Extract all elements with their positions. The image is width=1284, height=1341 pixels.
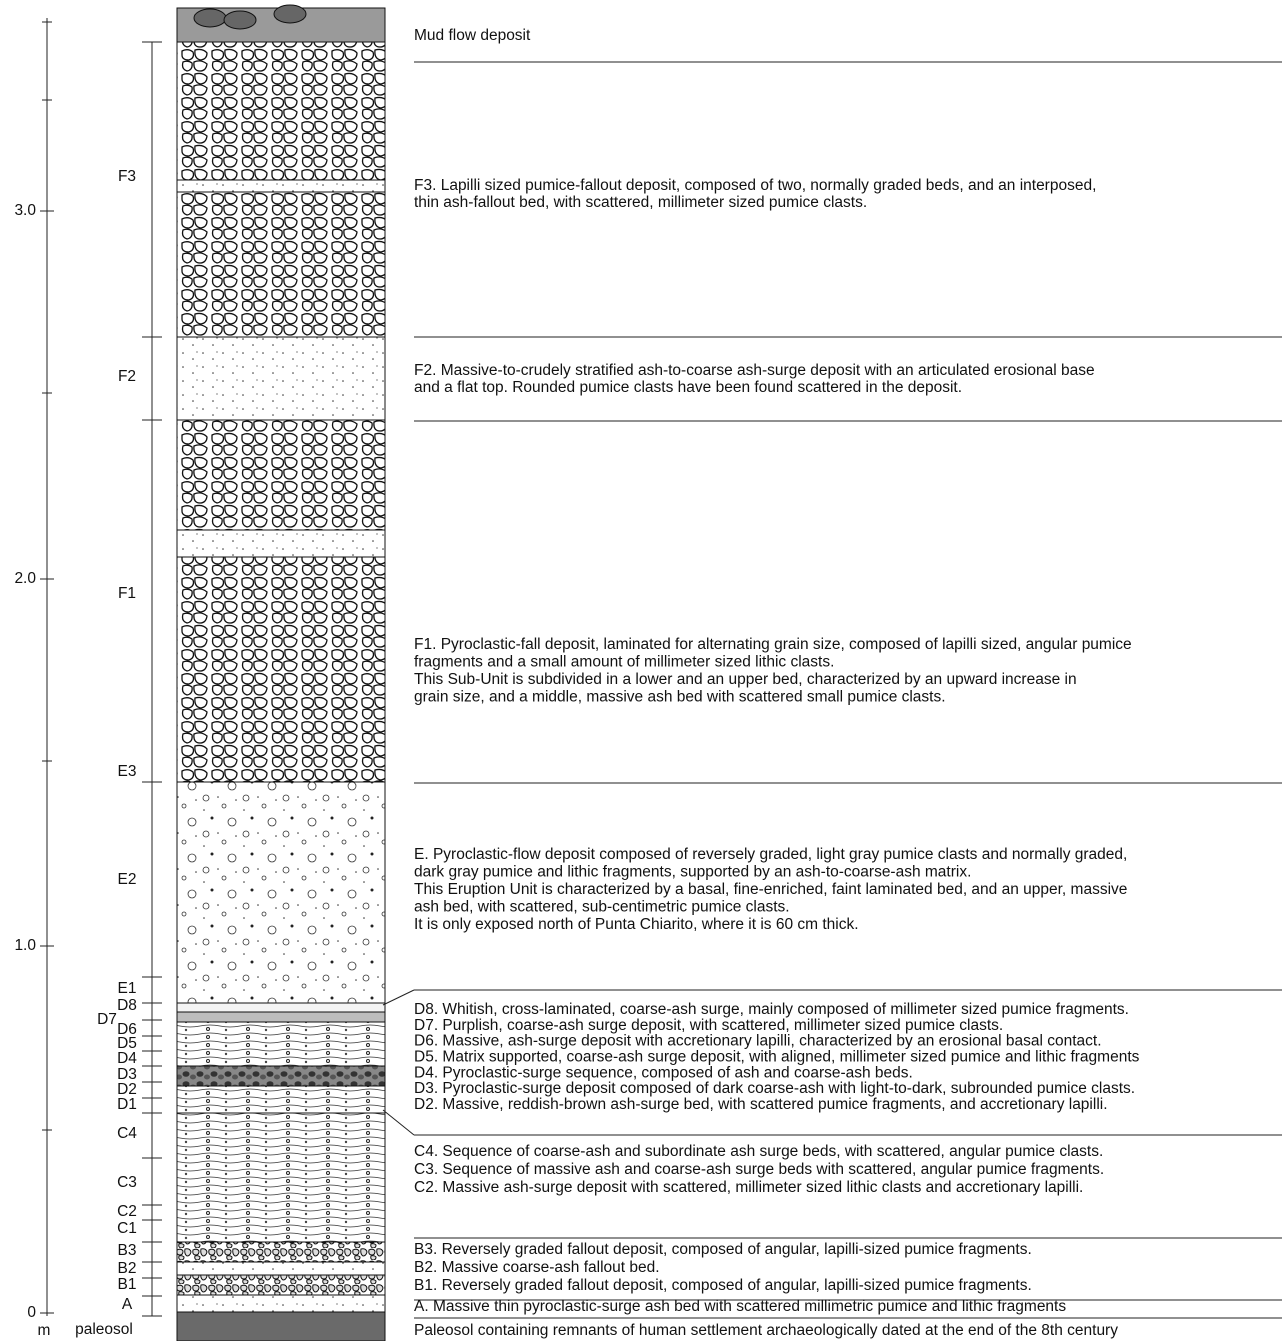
separator xyxy=(383,990,414,1005)
layer xyxy=(177,1086,385,1113)
unit-label: F1 xyxy=(118,585,136,602)
layer xyxy=(177,42,385,180)
layer xyxy=(177,557,385,782)
description: B2. Massive coarse-ash fallout bed. xyxy=(414,1259,660,1276)
layer xyxy=(177,1012,385,1022)
description: B1. Reversely graded fallout deposit, co… xyxy=(414,1277,1032,1294)
scale-label: 2.0 xyxy=(14,570,36,587)
unit-label: B2 xyxy=(118,1260,137,1277)
stratigraphic-column: 01.02.03.0mF3F2F1E3E2E1D8D7D6D5D4D3D2D1C… xyxy=(0,0,1284,1341)
unit-label: F3 xyxy=(118,168,136,185)
layer xyxy=(177,180,385,192)
layer xyxy=(177,782,385,1003)
separator xyxy=(383,1110,414,1135)
unit-label: D7 xyxy=(97,1011,117,1028)
unit-label: A xyxy=(122,1296,133,1313)
description: C4. Sequence of coarse-ash and subordina… xyxy=(414,1143,1103,1160)
description: D3. Pyroclastic-surge deposit composed o… xyxy=(414,1080,1135,1097)
unit-label: C2 xyxy=(117,1203,137,1220)
layer xyxy=(177,1242,385,1262)
description: D4. Pyroclastic-surge sequence, composed… xyxy=(414,1064,913,1081)
description: and a flat top. Rounded pumice clasts ha… xyxy=(414,379,962,396)
unit-label: D1 xyxy=(117,1096,137,1113)
layer xyxy=(177,420,385,530)
unit-label: B3 xyxy=(118,1242,137,1259)
scale-label: 0 xyxy=(27,1304,36,1321)
layer xyxy=(177,1295,385,1312)
layer xyxy=(177,192,385,337)
unit-label: E1 xyxy=(118,980,137,997)
description: This Sub-Unit is subdivided in a lower a… xyxy=(414,671,1077,688)
description: B3. Reversely graded fallout deposit, co… xyxy=(414,1241,1032,1258)
description: ash bed, with scattered, sub-centimetric… xyxy=(414,899,790,916)
description: D8. Whitish, cross-laminated, coarse-ash… xyxy=(414,1001,1129,1018)
layer xyxy=(177,1262,385,1275)
description: grain size, and a middle, massive ash be… xyxy=(414,689,946,706)
description: C3. Sequence of massive ash and coarse-a… xyxy=(414,1161,1104,1178)
unit-label: E2 xyxy=(118,871,137,888)
unit-label: D8 xyxy=(117,997,137,1014)
scale-label: 1.0 xyxy=(14,937,36,954)
description: D2. Massive, reddish-brown ash-surge bed… xyxy=(414,1096,1108,1113)
scale-unit: m xyxy=(38,1322,51,1339)
description: F1. Pyroclastic-fall deposit, laminated … xyxy=(414,636,1132,653)
description: D5. Matrix supported, coarse-ash surge d… xyxy=(414,1048,1140,1065)
scale-label: 3.0 xyxy=(14,202,36,219)
layer xyxy=(177,337,385,420)
layer xyxy=(177,1022,385,1066)
layer xyxy=(177,1312,385,1341)
unit-label: D4 xyxy=(117,1050,137,1067)
description: C2. Massive ash-surge deposit with scatt… xyxy=(414,1179,1083,1196)
unit-label: C4 xyxy=(117,1125,137,1142)
description: F3. Lapilli sized pumice-fallout deposit… xyxy=(414,177,1096,194)
layer xyxy=(177,530,385,557)
unit-label: C3 xyxy=(117,1174,137,1191)
layer xyxy=(177,1113,385,1242)
description: E. Pyroclastic-flow deposit composed of … xyxy=(414,846,1127,863)
unit-label: E3 xyxy=(118,763,137,780)
layer xyxy=(177,1003,385,1012)
description: Mud flow deposit xyxy=(414,27,531,44)
description: F2. Massive-to-crudely stratified ash-to… xyxy=(414,362,1095,379)
unit-label: C1 xyxy=(117,1220,137,1237)
description: Paleosol containing remnants of human se… xyxy=(414,1322,1118,1339)
description: thin ash-fallout bed, with scattered, mi… xyxy=(414,194,867,211)
description: It is only exposed north of Punta Chiari… xyxy=(414,916,859,933)
description: D6. Massive, ash-surge deposit with accr… xyxy=(414,1033,1102,1050)
description: D7. Purplish, coarse-ash surge deposit, … xyxy=(414,1017,1003,1034)
clast xyxy=(194,9,226,27)
unit-label: B1 xyxy=(118,1276,137,1293)
description: A. Massive thin pyroclastic-surge ash be… xyxy=(414,1298,1066,1315)
clast xyxy=(224,11,256,29)
description: This Eruption Unit is characterized by a… xyxy=(414,881,1127,898)
clast xyxy=(274,5,306,23)
layer xyxy=(177,1275,385,1295)
description: fragments and a small amount of millimet… xyxy=(414,654,834,671)
unit-label: paleosol xyxy=(75,1321,133,1338)
description: dark gray pumice and lithic fragments, s… xyxy=(414,864,971,881)
unit-label: F2 xyxy=(118,368,136,385)
layer xyxy=(177,1066,385,1086)
